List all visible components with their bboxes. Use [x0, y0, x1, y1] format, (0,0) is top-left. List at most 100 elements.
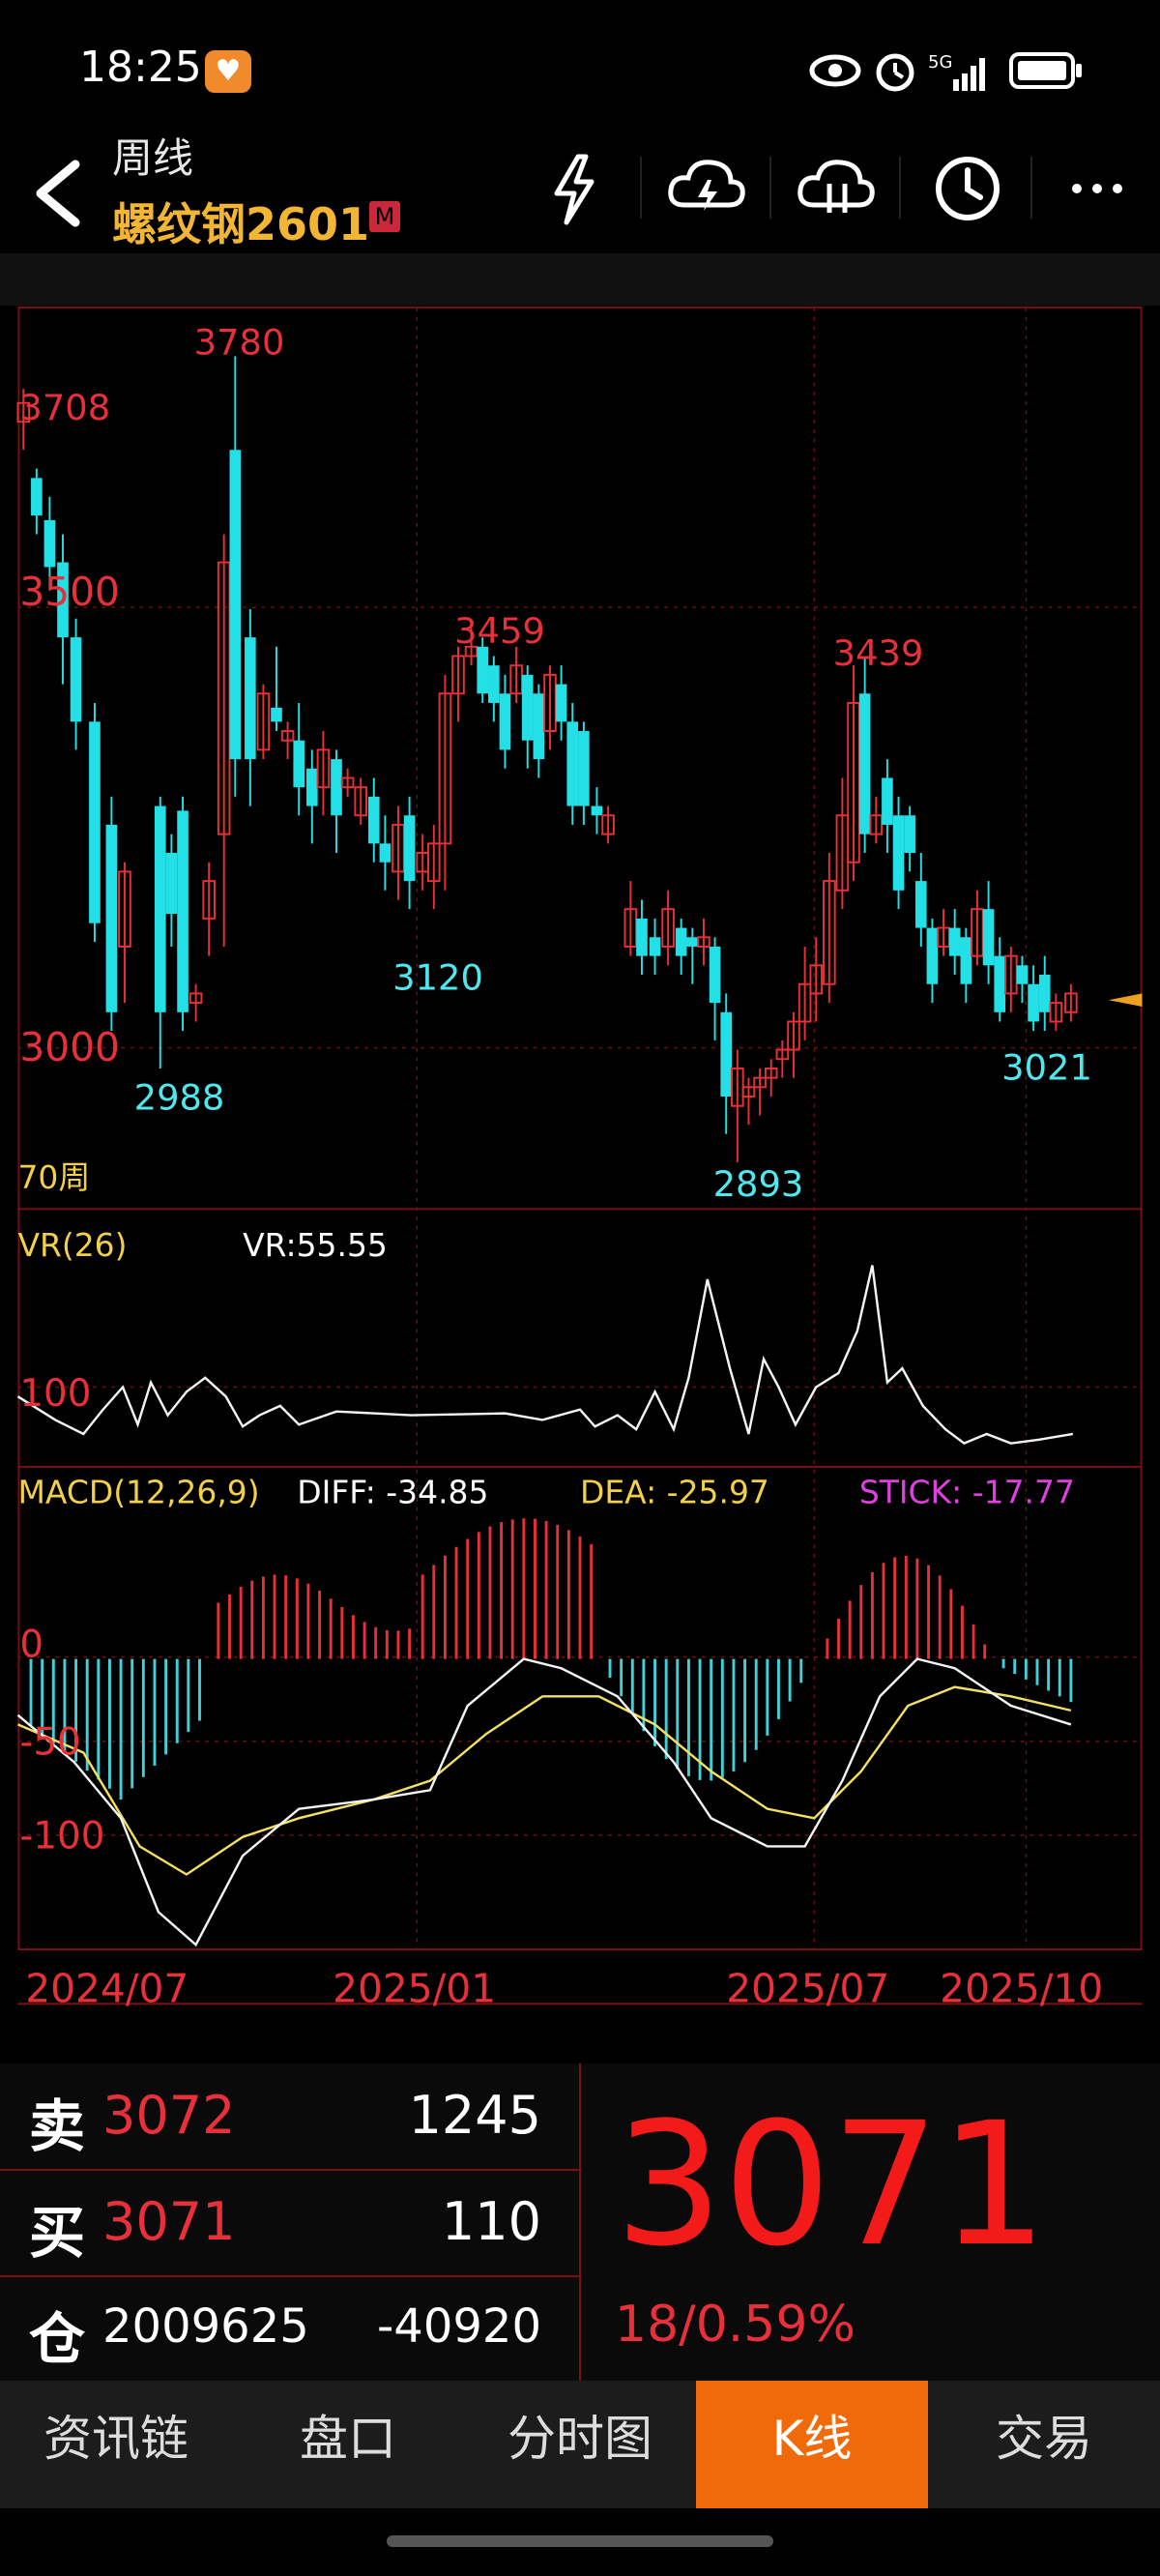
more-button[interactable] — [1054, 145, 1141, 232]
kline-chart[interactable]: 3708 3780 3500 3459 3439 3120 3000 2988 … — [0, 306, 1160, 2011]
candle — [775, 1039, 790, 1078]
period-label: 周线 — [112, 134, 194, 182]
status-bar — [0, 0, 1160, 145]
divider — [769, 157, 771, 219]
tab-news-chain[interactable]: 资讯链 — [44, 2411, 188, 2467]
candle — [354, 777, 367, 825]
candle — [509, 646, 523, 703]
cloud-lightning-button[interactable] — [663, 145, 750, 232]
vr-title: VR(26) — [17, 1226, 127, 1264]
status-time: 18:25 — [79, 43, 202, 92]
macd-zero: 0 — [19, 1624, 44, 1667]
candle — [1038, 955, 1051, 1032]
candle — [105, 796, 118, 1032]
candle — [521, 665, 534, 769]
x-label-2024-07: 2024/07 — [25, 1965, 188, 2011]
market-badge: M — [369, 201, 400, 232]
candle — [305, 749, 318, 844]
lightning-icon — [554, 154, 594, 225]
candle — [994, 937, 1006, 1022]
candle — [798, 946, 812, 1040]
candle — [379, 815, 392, 891]
candle — [982, 881, 995, 984]
macd-lines — [16, 1657, 1072, 1947]
candle — [202, 862, 216, 956]
tab-trade[interactable]: 交易 — [996, 2411, 1092, 2467]
price-label-3708: 3708 — [19, 387, 110, 428]
panel-grid — [0, 2064, 581, 2383]
candle — [960, 927, 972, 1004]
price-label-3120: 3120 — [392, 957, 483, 999]
last-price-marker — [1108, 993, 1143, 1007]
more-icon — [1072, 184, 1122, 193]
back-button[interactable] — [27, 155, 85, 245]
candle — [1004, 946, 1018, 1012]
candle — [649, 918, 661, 976]
eye-icon — [809, 54, 861, 87]
home-indicator[interactable] — [387, 2535, 773, 2547]
history-button[interactable] — [924, 145, 1011, 232]
candle — [293, 702, 305, 816]
candle — [591, 787, 603, 834]
candle — [488, 656, 500, 722]
battery-icon — [1009, 52, 1082, 89]
signal-icon: 5G — [928, 52, 985, 91]
candle — [720, 993, 733, 1134]
tab-timeshare[interactable]: 分时图 — [508, 2411, 652, 2467]
candle — [914, 853, 927, 947]
candle — [926, 918, 939, 1004]
candle — [31, 468, 43, 535]
candle — [809, 937, 824, 1022]
candle — [280, 721, 295, 760]
candle — [555, 665, 567, 741]
candle — [165, 834, 178, 947]
candle — [741, 1077, 756, 1126]
candle — [753, 1068, 767, 1116]
bottom-nav — [0, 2381, 1160, 2508]
candle — [937, 909, 950, 956]
candle — [636, 899, 648, 976]
lightning-button[interactable] — [532, 145, 619, 232]
candle — [392, 805, 405, 900]
svg-text:5G: 5G — [928, 52, 952, 73]
chevron-left-icon — [36, 160, 80, 227]
candle — [892, 796, 905, 910]
divider — [1030, 157, 1032, 219]
candle — [858, 656, 871, 854]
candle — [686, 927, 699, 984]
open-interest: 2009625 — [102, 2299, 309, 2354]
buy-label: 买 — [29, 2200, 86, 2266]
candle — [451, 646, 465, 722]
macd-stick: STICK: -17.77 — [859, 1474, 1075, 1511]
candle — [971, 890, 984, 966]
candle — [217, 534, 231, 947]
vr-line — [16, 1265, 1074, 1446]
candle — [316, 731, 331, 816]
candle — [882, 759, 893, 854]
candle — [543, 665, 557, 750]
cloud-sync-icon — [798, 160, 875, 213]
candle — [709, 937, 721, 1040]
candle — [438, 674, 452, 891]
price-label-2988: 2988 — [134, 1077, 225, 1119]
header-gap — [0, 253, 1160, 306]
sell-price[interactable]: 3072 — [102, 2085, 236, 2146]
candle — [661, 890, 675, 966]
status-icons: 5G — [809, 52, 1082, 92]
vr-level-100: 100 — [19, 1372, 91, 1416]
price-label-high: 3780 — [194, 321, 285, 363]
buy-price[interactable]: 3071 — [102, 2191, 236, 2252]
x-label-2025-01: 2025/01 — [333, 1965, 496, 2011]
candle — [89, 702, 101, 943]
tab-orderbook[interactable]: 盘口 — [300, 2411, 396, 2467]
cloud-sync-button[interactable] — [793, 145, 880, 232]
candle — [44, 496, 56, 591]
tab-kline[interactable]: K线 — [696, 2381, 928, 2508]
candle — [675, 918, 687, 976]
candle — [835, 777, 850, 910]
instrument-name[interactable]: 螺纹钢2601 — [112, 198, 370, 250]
axis-label-3500: 3500 — [19, 569, 120, 615]
macd-dea: DEA: -25.97 — [580, 1474, 769, 1511]
price-label-low: 2893 — [713, 1163, 804, 1205]
macd-minus-50: -50 — [19, 1720, 80, 1764]
